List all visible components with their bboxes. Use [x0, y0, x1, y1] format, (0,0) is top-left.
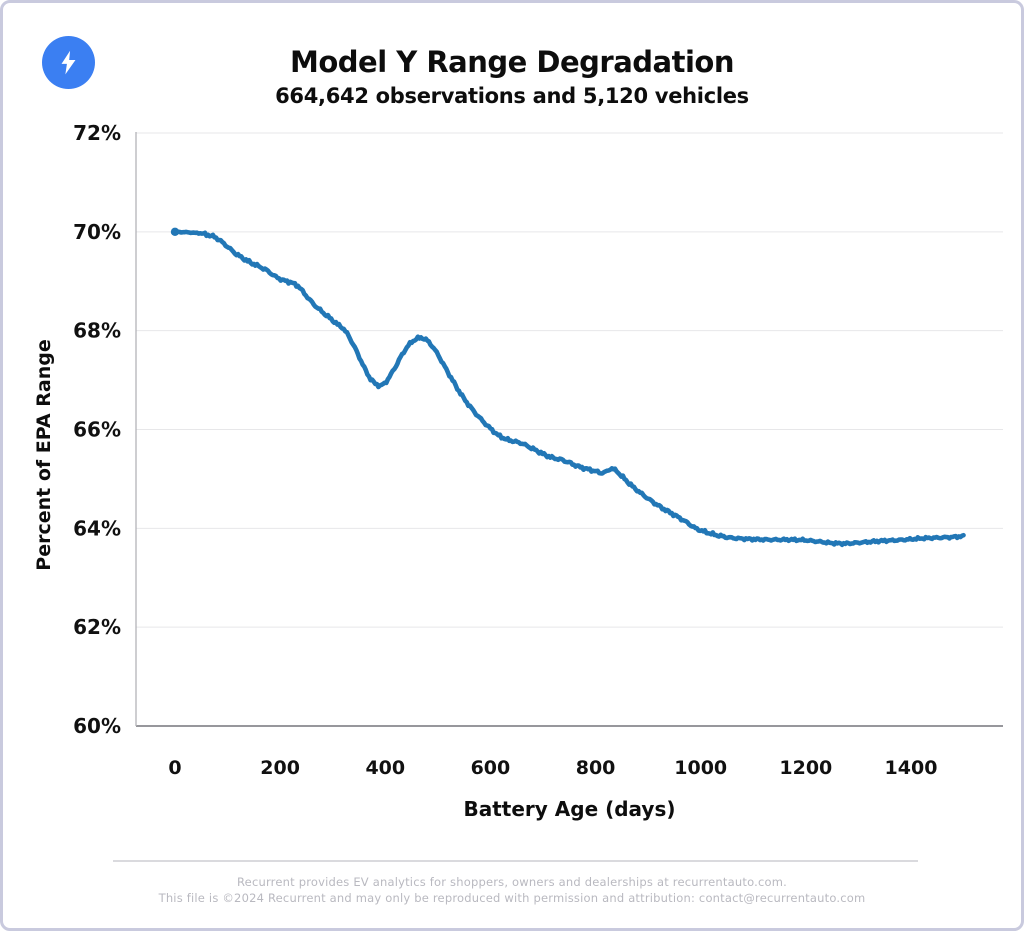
x-axis-label: Battery Age (days): [463, 797, 676, 821]
recurrent-logo: [42, 36, 95, 89]
x-tick-label: 400: [365, 757, 405, 779]
x-tick-label: 1000: [674, 757, 727, 779]
x-tick-label: 1400: [885, 757, 938, 779]
chart-title: Model Y Range Degradation: [290, 45, 734, 79]
y-tick-label: 68%: [73, 319, 121, 343]
footer-divider: [113, 860, 918, 862]
x-tick-label: 200: [260, 757, 300, 779]
chart-plot-area: 60% 62% 64% 66% 68% 70% 72% 0 200 400 600 800 1000 12…: [73, 121, 1003, 779]
x-tick-label: 0: [168, 757, 181, 779]
y-axis-label: Percent of EPA Range: [33, 339, 55, 571]
footer-line-1: Recurrent provides EV analytics for shop…: [237, 875, 787, 889]
x-tick-label: 600: [471, 757, 511, 779]
lightning-bolt-icon: [61, 50, 76, 75]
y-tick-label: 62%: [73, 615, 121, 639]
chart-subtitle: 664,642 observations and 5,120 vehicles: [275, 84, 749, 108]
footer-line-2: This file is ©2024 Recurrent and may onl…: [158, 891, 866, 905]
y-tick-label: 66%: [73, 418, 121, 442]
y-tick-label: 60%: [73, 714, 121, 738]
y-tick-label: 70%: [73, 220, 121, 244]
y-tick-label: 64%: [73, 516, 121, 540]
y-tick-label: 72%: [73, 121, 121, 145]
x-tick-label: 1200: [779, 757, 832, 779]
data-line: [172, 229, 966, 548]
x-tick-label: 800: [576, 757, 616, 779]
